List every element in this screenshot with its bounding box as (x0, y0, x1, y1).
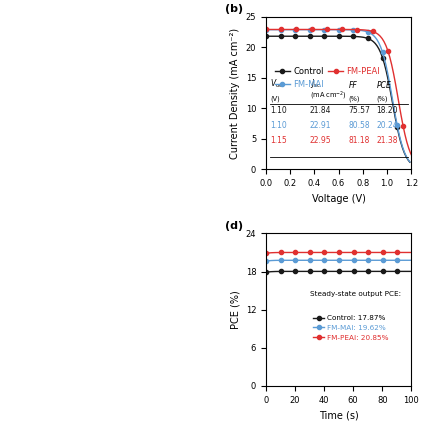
FM-PEAI (330, 27, 335, 32)
FM-PEAI (263, 27, 268, 32)
FM-PEAI (355, 27, 360, 32)
FM-PEAI (366, 28, 371, 33)
Control (351, 34, 356, 39)
Text: Steady-state output PCE:: Steady-state output PCE: (310, 291, 401, 297)
Legend: Control, FM-MAI, FM-PEAI: Control, FM-MAI, FM-PEAI (272, 64, 383, 92)
Text: 75.57: 75.57 (349, 106, 371, 114)
Text: 1.15: 1.15 (271, 136, 287, 145)
Control (263, 33, 268, 39)
Text: 81.18: 81.18 (349, 136, 370, 145)
FM-PEAI (397, 103, 402, 108)
Control (356, 34, 361, 39)
FM-MAI (356, 28, 361, 33)
Text: (b): (b) (225, 4, 243, 14)
FM-MAI (349, 27, 354, 32)
Line: FM-MAI: FM-MAI (264, 28, 412, 164)
Text: (mA cm$^{-2}$): (mA cm$^{-2}$) (310, 90, 346, 102)
Line: Control: Control (264, 34, 412, 164)
Control (391, 105, 396, 110)
Control (327, 33, 332, 39)
Text: 1.10: 1.10 (271, 106, 287, 114)
Y-axis label: PCE (%): PCE (%) (230, 290, 240, 329)
Text: 21.38: 21.38 (377, 136, 398, 145)
Text: (V): (V) (271, 96, 280, 102)
Text: 22.95: 22.95 (310, 136, 331, 145)
Text: PCE: PCE (377, 81, 391, 90)
FM-MAI (327, 27, 332, 32)
Control (349, 34, 354, 39)
Text: 20.24: 20.24 (377, 121, 398, 130)
Control (362, 35, 367, 40)
X-axis label: Time (s): Time (s) (319, 410, 359, 420)
FM-MAI (391, 102, 396, 107)
Control (407, 159, 413, 165)
Text: 1.10: 1.10 (271, 121, 287, 130)
Line: FM-PEAI: FM-PEAI (264, 28, 418, 165)
Legend: Control: 17.87%, FM-MAI: 19.62%, FM-PEAI: 20.85%: Control: 17.87%, FM-MAI: 19.62%, FM-PEAI… (310, 312, 391, 343)
Text: 21.84: 21.84 (310, 106, 331, 114)
Text: 80.58: 80.58 (349, 121, 371, 130)
Text: (%): (%) (377, 96, 388, 102)
FM-PEAI (360, 27, 365, 32)
FM-PEAI (414, 160, 419, 165)
Text: 18.20: 18.20 (377, 106, 398, 114)
FM-MAI (263, 27, 268, 32)
Text: $V_{\rm oc}$: $V_{\rm oc}$ (271, 78, 283, 90)
Text: $J_{\rm sc}$: $J_{\rm sc}$ (310, 77, 321, 90)
Text: FF: FF (349, 81, 357, 90)
X-axis label: Voltage (V): Voltage (V) (312, 194, 365, 204)
Text: 22.91: 22.91 (310, 121, 331, 130)
FM-MAI (351, 28, 356, 33)
Text: (%): (%) (349, 96, 360, 102)
Text: (d): (d) (225, 221, 243, 231)
Y-axis label: Current Density (mA cm⁻²): Current Density (mA cm⁻²) (230, 28, 240, 159)
FM-PEAI (353, 27, 358, 32)
FM-MAI (407, 159, 413, 165)
FM-MAI (362, 28, 367, 33)
